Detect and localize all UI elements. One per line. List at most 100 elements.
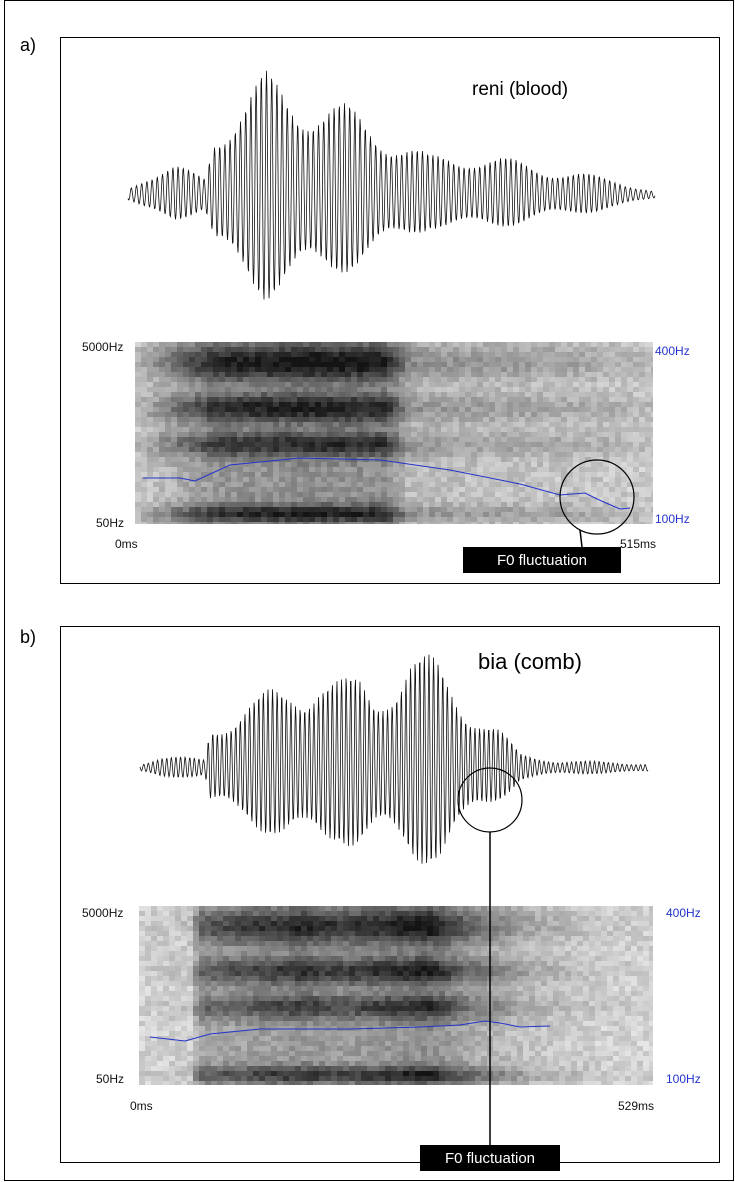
spectrogram-cell [231, 477, 237, 482]
spectrogram-cell [429, 422, 435, 427]
spectrogram-cell [277, 1041, 283, 1046]
spectrogram-cell [171, 482, 177, 487]
spectrogram-cell [375, 367, 381, 372]
spectrogram-cell [193, 946, 199, 951]
spectrogram-cell [411, 412, 417, 417]
spectrogram-cell [307, 906, 313, 911]
spectrogram-cell [225, 452, 231, 457]
spectrogram-cell [223, 1051, 229, 1056]
spectrogram-cell [303, 512, 309, 517]
spectrogram-cell [297, 387, 303, 392]
spectrogram-cell [175, 926, 181, 931]
spectrogram-cell [483, 392, 489, 397]
spectrogram-cell [411, 382, 417, 387]
spectrogram-cell [213, 462, 219, 467]
spectrogram-cell [447, 412, 453, 417]
spectrogram-cell [325, 1061, 331, 1066]
spectrogram-cell [633, 382, 639, 387]
spectrogram-cell [241, 1016, 247, 1021]
spectrogram-cell [319, 1006, 325, 1011]
spectrogram-cell [151, 1066, 157, 1071]
spectrogram-cell [585, 352, 591, 357]
spectrogram-cell [459, 417, 465, 422]
spectrogram-cell [409, 1006, 415, 1011]
spectrogram-cell [249, 517, 255, 522]
spectrogram-cell [435, 492, 441, 497]
spectrogram-cell [609, 492, 615, 497]
spectrogram-cell [447, 402, 453, 407]
spectrogram-cell [271, 971, 277, 976]
spectrogram-cell [295, 1046, 301, 1051]
spectrogram-cell [313, 926, 319, 931]
spectrogram-cell [567, 387, 573, 392]
spectrogram-cell [253, 926, 259, 931]
spectrogram-cell [579, 502, 585, 507]
spectrogram-cell [135, 512, 141, 517]
spectrogram-cell [297, 482, 303, 487]
spectrogram-cell [537, 437, 543, 442]
spectrogram-cell [549, 342, 555, 347]
spectrogram-cell [387, 477, 393, 482]
spectrogram-cell [337, 1046, 343, 1051]
spectrogram-cell [397, 936, 403, 941]
spectrogram-cell [375, 522, 381, 524]
spectrogram-cell [283, 1051, 289, 1056]
spectrogram-cell [397, 991, 403, 996]
spectrogram-cell [237, 447, 243, 452]
spectrogram-cell [247, 951, 253, 956]
spectrogram-cell [549, 422, 555, 427]
spectrogram-cell [397, 1081, 403, 1085]
spectrogram-cell [271, 931, 277, 936]
spectrogram-cell [181, 986, 187, 991]
spectrogram-cell [465, 467, 471, 472]
spectrogram-cell [597, 377, 603, 382]
spectrogram-cell [477, 347, 483, 352]
spectrogram-cell [247, 991, 253, 996]
spectrogram-cell [153, 397, 159, 402]
spectrogram-cell [195, 387, 201, 392]
spectrogram-cell [483, 347, 489, 352]
spectrogram-cell [397, 1006, 403, 1011]
spectrogram-cell [187, 981, 193, 986]
spectrogram-cell [159, 367, 165, 372]
spectrogram-cell [189, 352, 195, 357]
spectrogram-cell [301, 996, 307, 1001]
spectrogram-cell [525, 522, 531, 524]
spectrogram-cell [243, 422, 249, 427]
spectrogram-cell [225, 342, 231, 347]
spectrogram-cell [303, 357, 309, 362]
spectrogram-cell [153, 462, 159, 467]
spectrogram-cell [139, 951, 145, 956]
spectrogram-cell [195, 372, 201, 377]
spectrogram-cell [399, 492, 405, 497]
spectrogram-cell [271, 976, 277, 981]
spectrogram-cell [147, 372, 153, 377]
spectrogram-cell [531, 387, 537, 392]
spectrogram-cell [327, 372, 333, 377]
spectrogram-cell [199, 966, 205, 971]
spectrogram-cell [343, 1001, 349, 1006]
spectrogram-cell [273, 477, 279, 482]
spectrogram-cell [171, 407, 177, 412]
spectrogram-cell [561, 397, 567, 402]
spectrogram-cell [247, 1031, 253, 1036]
spectrogram-cell [597, 442, 603, 447]
spectrogram-cell [561, 382, 567, 387]
spectrogram-cell [579, 507, 585, 512]
spectrogram-cell [513, 507, 519, 512]
spectrogram-cell [235, 1001, 241, 1006]
spectrogram-cell [459, 372, 465, 377]
spectrogram-cell [265, 971, 271, 976]
spectrogram-cell [231, 402, 237, 407]
spectrogram-cell [501, 517, 507, 522]
spectrogram-cell [391, 1021, 397, 1026]
spectrogram-cell [343, 1021, 349, 1026]
spectrogram-cell [163, 956, 169, 961]
spectrogram-cell [561, 372, 567, 377]
spectrogram-cell [165, 367, 171, 372]
spectrogram-cell [345, 412, 351, 417]
spectrogram-cell [319, 951, 325, 956]
spectrogram-cell [271, 1006, 277, 1011]
spectrogram-cell [537, 417, 543, 422]
spectrogram-cell [145, 981, 151, 986]
